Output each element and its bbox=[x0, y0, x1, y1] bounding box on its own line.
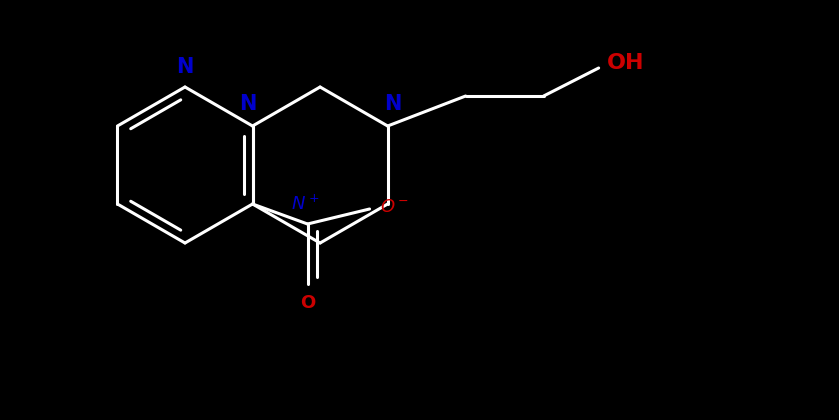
Text: N: N bbox=[384, 94, 401, 114]
Text: $O^-$: $O^-$ bbox=[379, 198, 409, 216]
Text: N: N bbox=[176, 57, 194, 77]
Text: $N^+$: $N^+$ bbox=[291, 195, 320, 214]
Text: OH: OH bbox=[607, 53, 644, 73]
Text: N: N bbox=[239, 94, 256, 114]
Text: O: O bbox=[300, 294, 315, 312]
